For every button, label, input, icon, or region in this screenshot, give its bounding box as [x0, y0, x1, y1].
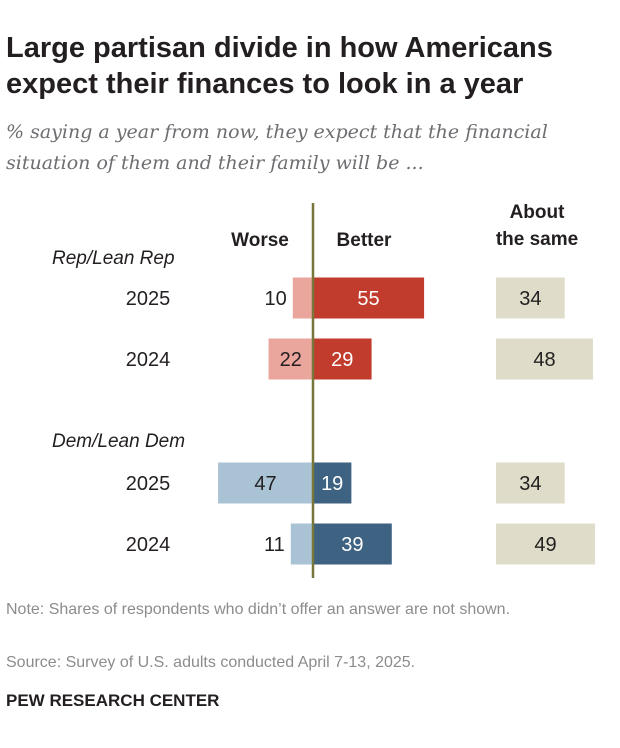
row-label-year: 2025 [126, 288, 171, 310]
bar-worse [292, 277, 313, 319]
bar-better [313, 338, 372, 380]
footer-brand: PEW RESEARCH CENTER [6, 691, 220, 710]
group-label: Rep/Lean Rep [52, 248, 175, 269]
data-label-worse: 47 [254, 473, 276, 495]
chart-subtitle: % saying a year from now, they expect th… [6, 121, 548, 174]
data-label-better: 29 [331, 349, 353, 371]
bar-same [496, 462, 565, 504]
bar-worse [268, 338, 313, 380]
row-label-year: 2024 [126, 349, 171, 371]
row-label-year: 2024 [126, 534, 171, 556]
bar-worse [218, 462, 313, 504]
column-header-worse: Worse [231, 230, 289, 251]
data-label-worse: 10 [265, 288, 287, 310]
group-label: Dem/Lean Dem [52, 431, 185, 452]
bar-better [313, 523, 392, 565]
bar-same [496, 523, 595, 565]
data-label-better: 55 [357, 288, 379, 310]
column-header-same-line1: About [510, 202, 566, 223]
bar-same [496, 277, 565, 319]
bar-better [313, 277, 425, 319]
data-label-same: 34 [519, 288, 541, 310]
column-header-better: Better [337, 230, 393, 251]
data-label-worse: 22 [280, 349, 302, 371]
data-label-worse: 11 [264, 534, 285, 556]
chart-title: Large partisan divide in how Americans e… [6, 32, 553, 100]
column-header-same-line2: the same [496, 229, 578, 250]
bar-better [313, 462, 352, 504]
row-label-year: 2025 [126, 473, 171, 495]
data-label-same: 48 [533, 349, 555, 371]
diverging-bar-chart: Worse Better About the same Rep/Lean Rep 2025… [52, 202, 595, 578]
chart-note: Note: Shares of respondents who didn’t o… [6, 601, 511, 618]
bar-same [496, 338, 593, 380]
data-label-better: 19 [321, 473, 343, 495]
bar-worse [290, 523, 313, 565]
data-label-same: 49 [534, 534, 556, 556]
chart-source: Source: Survey of U.S. adults conducted … [6, 654, 416, 671]
data-label-same: 34 [519, 473, 541, 495]
data-label-better: 39 [341, 534, 363, 556]
